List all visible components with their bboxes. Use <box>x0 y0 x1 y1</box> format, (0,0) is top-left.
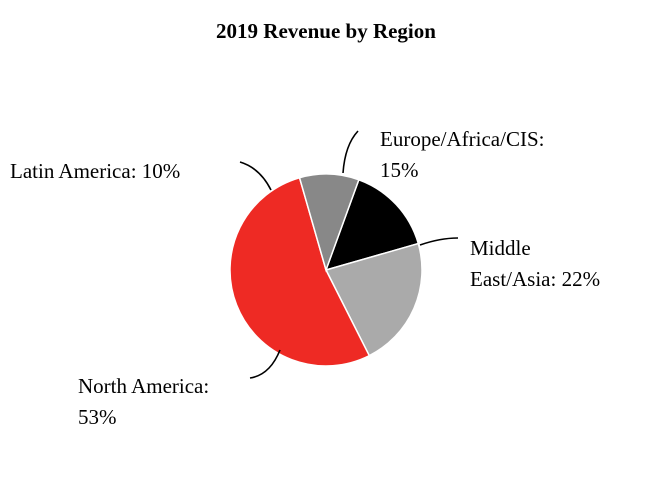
pie-slice-latin-america <box>298 173 360 273</box>
slice-label-europe-africa-cis: 15% <box>380 158 419 182</box>
leader-line-europe-africa-cis <box>342 130 359 174</box>
slice-label-middle-east-asia: East/Asia: 22% <box>470 267 600 291</box>
pie-slice-north-america <box>229 176 371 367</box>
pie-slice-middle-east-asia <box>324 242 423 357</box>
leader-lines <box>239 130 459 379</box>
pie-slice-europe-africa-cis <box>324 178 420 272</box>
slice-label-middle-east-asia: Middle <box>470 236 531 260</box>
slice-label-north-america: 53% <box>78 405 117 429</box>
pie-slices <box>229 173 423 367</box>
slice-label-north-america: North America: <box>78 374 209 398</box>
leader-line-north-america <box>249 349 281 379</box>
leader-line-latin-america <box>239 161 272 191</box>
chart-title: 2019 Revenue by Region <box>216 19 436 43</box>
slice-label-europe-africa-cis: Europe/Africa/CIS: <box>380 127 544 151</box>
leader-line-middle-east-asia <box>419 237 459 246</box>
slice-label-latin-america: Latin America: 10% <box>10 159 180 183</box>
slice-labels: Europe/Africa/CIS: 15% Middle East/Asia: 22… <box>10 127 600 429</box>
